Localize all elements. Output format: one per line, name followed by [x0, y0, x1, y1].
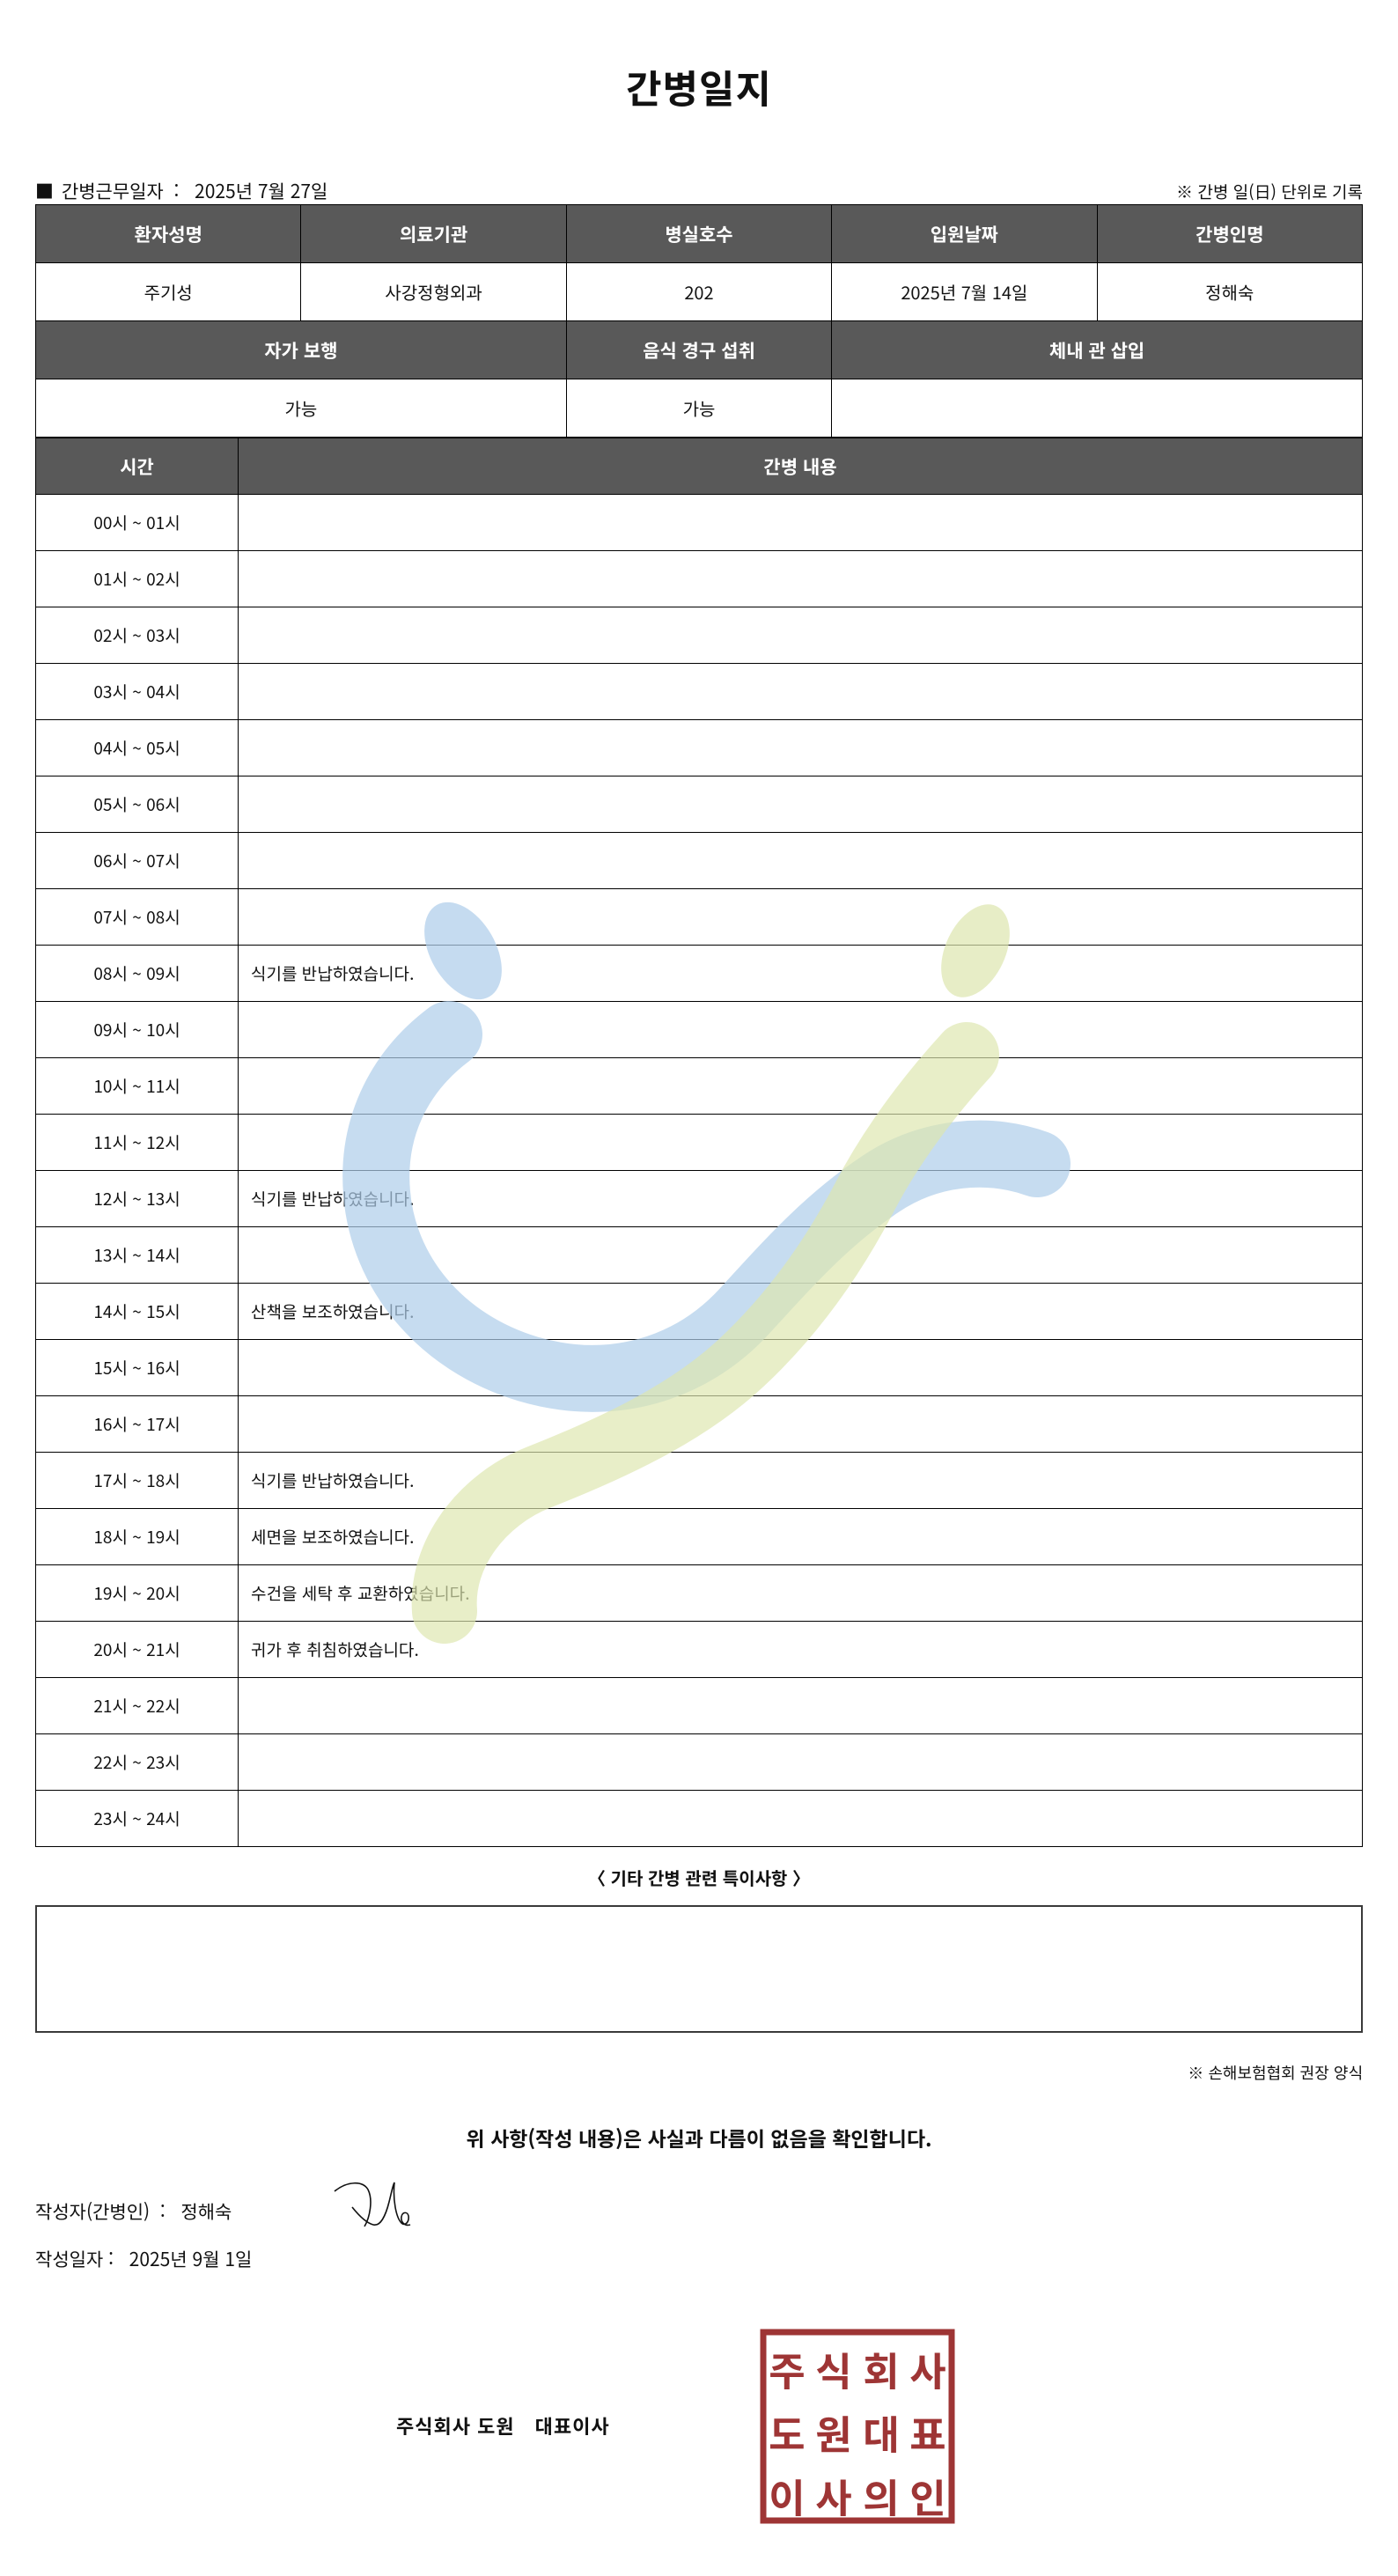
svg-text:인: 인 — [909, 2467, 945, 2524]
svg-text:회: 회 — [863, 2340, 899, 2397]
svg-text:대: 대 — [863, 2403, 899, 2461]
svg-text:도: 도 — [769, 2403, 805, 2461]
svg-text:사: 사 — [909, 2340, 945, 2397]
svg-text:표: 표 — [909, 2403, 945, 2461]
svg-text:식: 식 — [815, 2340, 851, 2397]
svg-text:주: 주 — [769, 2340, 805, 2397]
svg-text:사: 사 — [815, 2467, 851, 2524]
svg-text:이: 이 — [769, 2467, 805, 2524]
svg-text:원: 원 — [815, 2403, 851, 2461]
svg-text:의: 의 — [863, 2467, 899, 2524]
